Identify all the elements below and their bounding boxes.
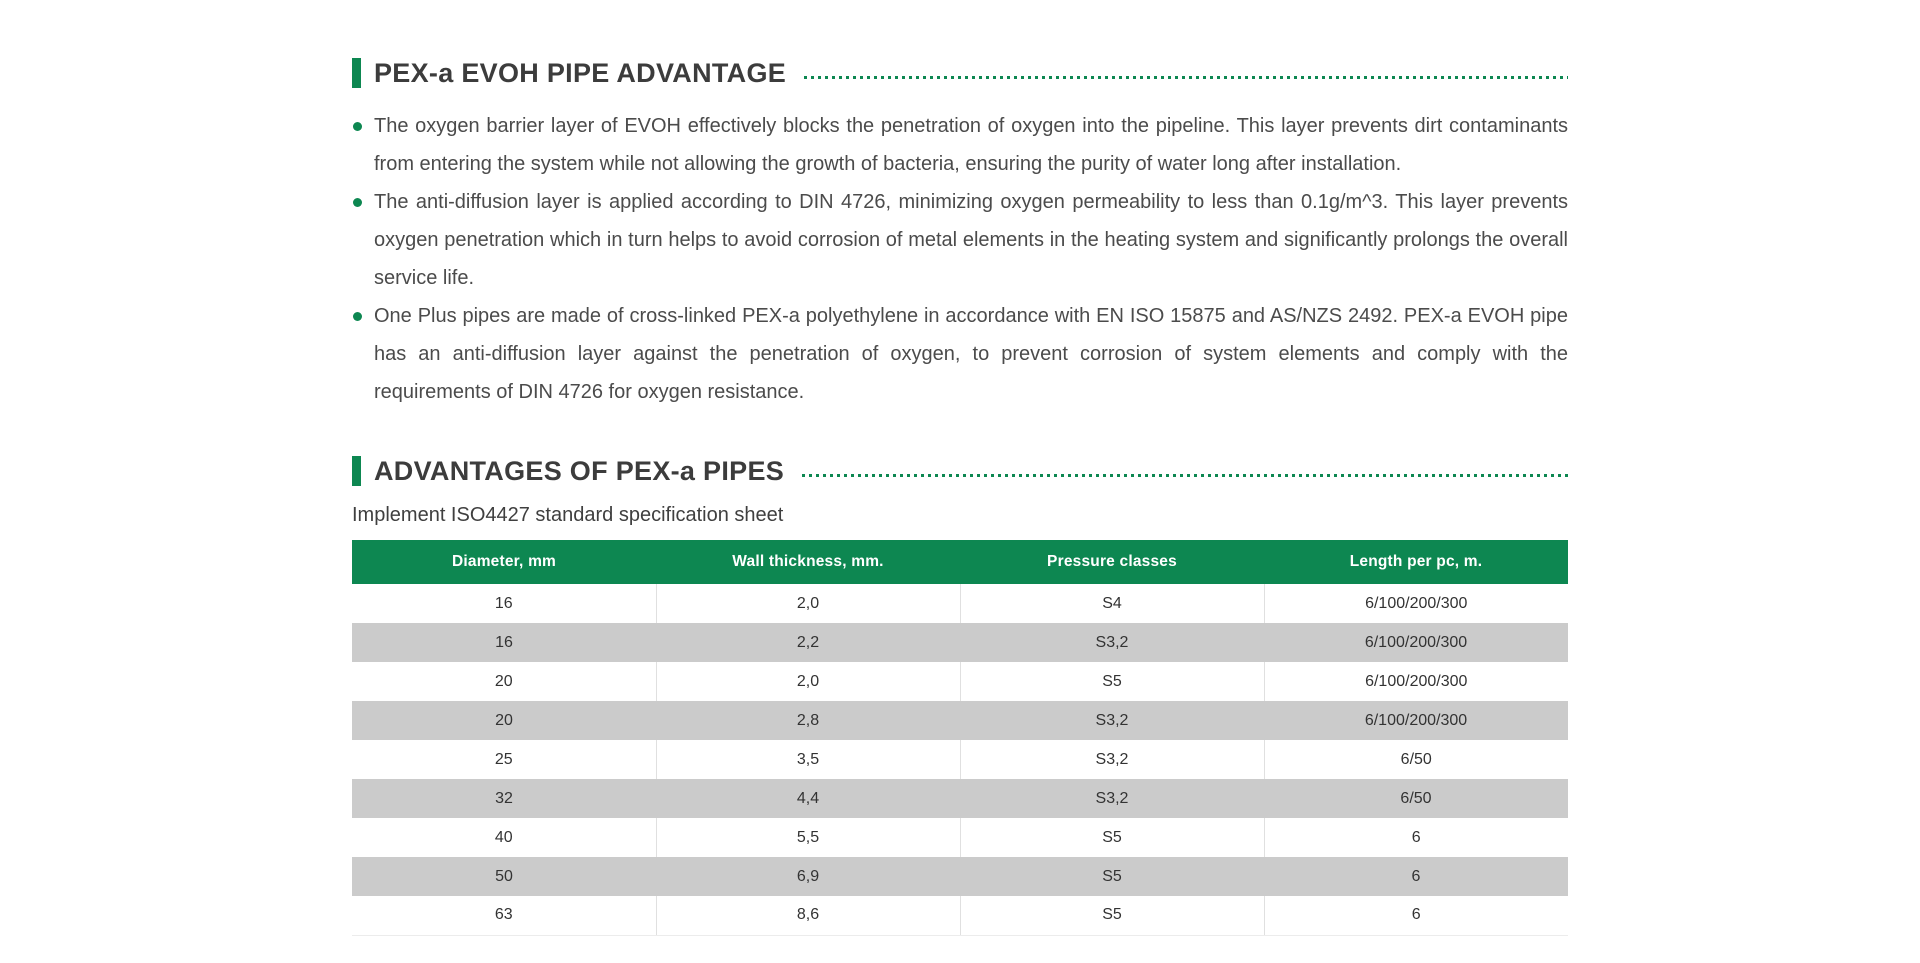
cell-pressure-class: S3,2 bbox=[1095, 711, 1129, 729]
cell-pressure-class: S5 bbox=[1102, 867, 1122, 885]
cell-wall-thickness: 8,6 bbox=[655, 896, 960, 936]
col-header-pressure-class: Pressure classes bbox=[960, 540, 1264, 584]
col-header-wall-thickness: Wall thickness, mm. bbox=[656, 540, 960, 584]
cell-length-per-pc: 6/100/200/300 bbox=[1364, 633, 1468, 651]
table-row: 40 5,5 S5 6 bbox=[352, 818, 1568, 857]
cell-wall-thickness: 2,2 bbox=[796, 633, 820, 651]
cell-pressure-class: S5 bbox=[959, 662, 1264, 701]
heading-accent-bar bbox=[352, 58, 361, 88]
cell-diameter: 16 bbox=[494, 594, 513, 612]
col-header-length-per-pc: Length per pc, m. bbox=[1264, 540, 1568, 584]
table-header-row: Diameter, mm Wall thickness, mm. Pressur… bbox=[352, 540, 1568, 584]
bullet-item: The anti-diffusion layer is applied acco… bbox=[352, 183, 1568, 297]
bullet-text: The anti-diffusion layer is applied acco… bbox=[374, 191, 1568, 289]
bullet-dot-icon bbox=[353, 312, 362, 321]
cell-pressure-class: S3,2 bbox=[1095, 789, 1129, 807]
table-row: 16 2,2 S3,2 6/100/200/300 bbox=[352, 623, 1568, 662]
section2-title: ADVANTAGES OF PEX-a PIPES bbox=[374, 456, 785, 486]
bullet-text: The oxygen barrier layer of EVOH effecti… bbox=[374, 115, 1568, 175]
bullet-item: One Plus pipes are made of cross-linked … bbox=[352, 297, 1568, 411]
spec-table: Diameter, mm Wall thickness, mm. Pressur… bbox=[352, 540, 1568, 936]
dotted-divider bbox=[802, 473, 1568, 477]
cell-diameter: 50 bbox=[495, 867, 513, 885]
table-row: 16 2,0 S4 6/100/200/300 bbox=[352, 584, 1568, 623]
cell-length-per-pc: 6/50 bbox=[1400, 789, 1432, 807]
heading-accent-bar bbox=[352, 456, 361, 486]
cell-length-per-pc: 6 bbox=[1263, 818, 1568, 857]
cell-wall-thickness: 5,5 bbox=[655, 818, 960, 857]
table-row: 25 3,5 S3,2 6/50 bbox=[352, 740, 1568, 779]
cell-diameter: 16 bbox=[495, 633, 513, 651]
cell-diameter: 32 bbox=[495, 789, 513, 807]
cell-length-per-pc: 6 bbox=[1263, 896, 1568, 936]
cell-wall-thickness: 3,5 bbox=[655, 740, 960, 779]
cell-diameter: 25 bbox=[494, 750, 513, 768]
cell-wall-thickness: 2,8 bbox=[796, 711, 820, 729]
bullet-dot-icon bbox=[353, 122, 362, 131]
cell-diameter: 40 bbox=[494, 828, 513, 846]
table-row: 50 6,9 S5 6 bbox=[352, 857, 1568, 896]
bullet-list: The oxygen barrier layer of EVOH effecti… bbox=[352, 107, 1568, 411]
cell-wall-thickness: 6,9 bbox=[796, 867, 820, 885]
table-row: 20 2,0 S5 6/100/200/300 bbox=[352, 662, 1568, 701]
section1-heading: PEX-a EVOH PIPE ADVANTAGE bbox=[352, 57, 1568, 89]
cell-diameter: 20 bbox=[494, 672, 513, 690]
cell-length-per-pc: 6/100/200/300 bbox=[1263, 584, 1568, 623]
document-page: PEX-a EVOH PIPE ADVANTAGE The oxygen bar… bbox=[352, 0, 1568, 936]
cell-wall-thickness: 4,4 bbox=[796, 789, 820, 807]
cell-length-per-pc: 6 bbox=[1411, 867, 1421, 885]
cell-pressure-class: S5 bbox=[959, 818, 1264, 857]
cell-pressure-class: S3,2 bbox=[1095, 633, 1129, 651]
cell-diameter: 20 bbox=[495, 711, 513, 729]
section2-heading: ADVANTAGES OF PEX-a PIPES bbox=[352, 455, 1568, 487]
cell-pressure-class: S3,2 bbox=[959, 740, 1264, 779]
table-row: 32 4,4 S3,2 6/50 bbox=[352, 779, 1568, 818]
table-row: 63 8,6 S5 6 bbox=[352, 896, 1568, 936]
cell-length-per-pc: 6/50 bbox=[1263, 740, 1568, 779]
section1-title: PEX-a EVOH PIPE ADVANTAGE bbox=[374, 58, 787, 88]
bullet-dot-icon bbox=[353, 198, 362, 207]
bullet-item: The oxygen barrier layer of EVOH effecti… bbox=[352, 107, 1568, 183]
dotted-divider bbox=[804, 75, 1568, 79]
cell-pressure-class: S5 bbox=[959, 896, 1264, 936]
cell-wall-thickness: 2,0 bbox=[655, 584, 960, 623]
col-header-diameter: Diameter, mm bbox=[352, 540, 656, 584]
table-row: 20 2,8 S3,2 6/100/200/300 bbox=[352, 701, 1568, 740]
cell-pressure-class: S4 bbox=[959, 584, 1264, 623]
cell-diameter: 63 bbox=[352, 896, 656, 936]
cell-length-per-pc: 6/100/200/300 bbox=[1263, 662, 1568, 701]
bullet-text: One Plus pipes are made of cross-linked … bbox=[374, 305, 1568, 403]
cell-wall-thickness: 2,0 bbox=[655, 662, 960, 701]
cell-length-per-pc: 6/100/200/300 bbox=[1364, 711, 1468, 729]
table-caption: Implement ISO4427 standard specification… bbox=[352, 504, 784, 526]
